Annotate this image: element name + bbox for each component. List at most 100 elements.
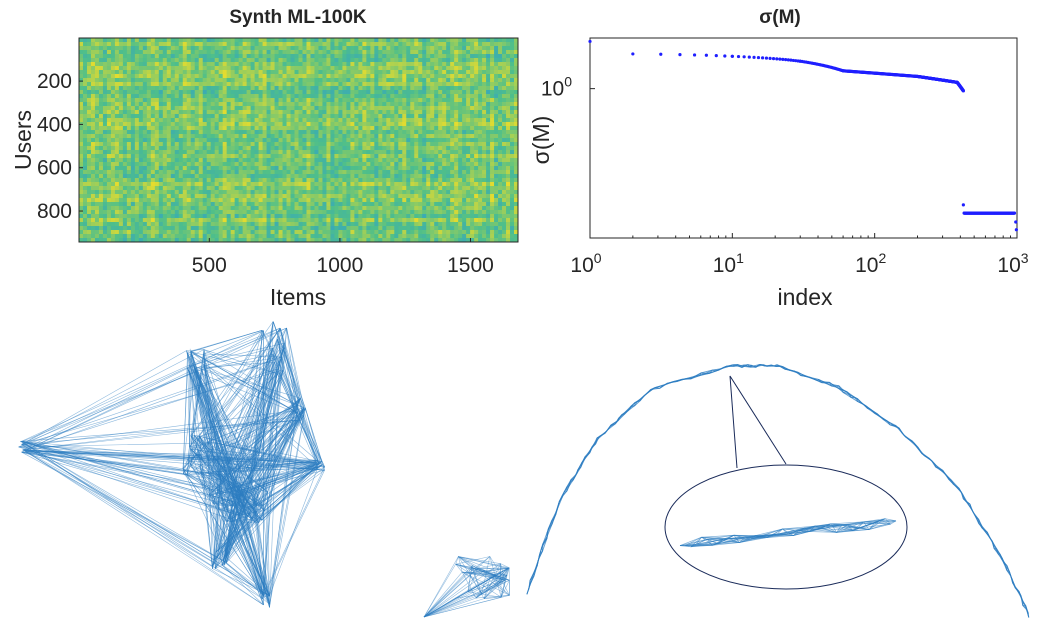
heatmap-cell: [510, 82, 515, 87]
heatmap-cell: [178, 50, 184, 55]
heatmap-cell: [338, 70, 343, 75]
heatmap-cell: [366, 134, 371, 139]
heatmap-cell: [414, 102, 419, 107]
heatmap-cell: [234, 38, 240, 43]
heatmap-cell: [114, 94, 120, 99]
heatmap-cell: [258, 178, 263, 183]
heatmap-cell: [222, 206, 228, 211]
heatmap-cell: [338, 106, 343, 111]
heatmap-cell: [354, 118, 359, 123]
heatmap-cell: [322, 86, 327, 91]
heatmap-cell: [382, 54, 387, 59]
heatmap-cell: [214, 182, 220, 187]
heatmap-cell: [358, 150, 363, 155]
heatmap-cell: [234, 174, 240, 179]
heatmap-cell: [118, 78, 124, 83]
heatmap-cell: [234, 62, 240, 67]
heatmap-cell: [414, 194, 419, 199]
heatmap-cell: [150, 170, 156, 175]
heatmap-cell: [374, 162, 379, 167]
heatmap-cell: [502, 158, 507, 163]
heatmap-cell: [314, 146, 319, 151]
heatmap-cell: [310, 118, 315, 123]
heatmap-cell: [222, 106, 228, 111]
heatmap-cell: [474, 70, 479, 75]
heatmap-cell: [498, 158, 503, 163]
heatmap-cell: [186, 214, 192, 219]
heatmap-cell: [150, 166, 156, 171]
heatmap-cell: [478, 38, 483, 43]
heatmap-cell: [79, 74, 84, 79]
heatmap-cell: [278, 166, 283, 171]
heatmap-cell: [90, 122, 96, 127]
heatmap-cell: [174, 42, 180, 47]
heatmap-cell: [474, 146, 479, 151]
heatmap-cell: [182, 158, 188, 163]
heatmap-cell: [206, 202, 212, 207]
heatmap-cell: [254, 62, 259, 67]
heatmap-cell: [486, 54, 491, 59]
heatmap-cell: [418, 138, 423, 143]
heatmap-cell: [494, 114, 499, 119]
heatmap-cell: [510, 66, 515, 71]
heatmap-cell: [274, 38, 279, 43]
heatmap-cell: [366, 98, 371, 103]
heatmap-cell: [122, 126, 128, 131]
heatmap-cell: [114, 138, 120, 143]
heatmap-cell: [254, 154, 259, 159]
heatmap-cell: [138, 138, 144, 143]
heatmap-cell: [266, 110, 271, 115]
heatmap-cell: [326, 38, 331, 43]
heatmap-cell: [514, 62, 519, 67]
heatmap-cell: [282, 122, 287, 127]
heatmap-cell: [446, 214, 451, 219]
heatmap-cell: [182, 138, 188, 143]
heatmap-cell: [306, 90, 311, 95]
heatmap-cell: [90, 214, 96, 219]
heatmap-cell: [478, 58, 483, 63]
heatmap-cell: [270, 186, 275, 191]
heatmap-cell: [470, 106, 475, 111]
heatmap-cell: [142, 186, 148, 191]
heatmap-cell: [350, 82, 355, 87]
heatmap-cell: [310, 58, 315, 63]
heatmap-cell: [258, 94, 263, 99]
heatmap-cell: [174, 210, 180, 215]
heatmap-cell: [514, 158, 519, 163]
heatmap-cell: [238, 178, 244, 183]
heatmap-cell: [106, 98, 112, 103]
heatmap-cell: [426, 166, 431, 171]
heatmap-cell: [334, 110, 339, 115]
heatmap-cell: [386, 110, 391, 115]
heatmap-cell: [390, 42, 395, 47]
heatmap-cell: [262, 134, 267, 139]
heatmap-cell: [106, 122, 112, 127]
heatmap-cell: [90, 38, 96, 43]
heatmap-cell: [158, 202, 164, 207]
heatmap-cell: [502, 126, 507, 131]
heatmap-cell: [190, 86, 196, 91]
heatmap-cell: [406, 206, 411, 211]
heatmap-cell: [330, 138, 335, 143]
heatmap-cell: [494, 86, 499, 91]
heatmap-cell: [458, 58, 463, 63]
heatmap-cell: [498, 206, 503, 211]
heatmap-cell: [426, 134, 431, 139]
heatmap-cell: [426, 138, 431, 143]
heatmap-cell: [330, 166, 335, 171]
heatmap-cell: [114, 162, 120, 167]
heatmap-cell: [438, 114, 443, 119]
heatmap-cell: [338, 42, 343, 47]
heatmap-cell: [310, 166, 315, 171]
heatmap-cell: [154, 122, 160, 127]
heatmap-cell: [414, 174, 419, 179]
heatmap-cell: [318, 214, 323, 219]
heatmap-cell: [386, 74, 391, 79]
heatmap-cell: [318, 54, 323, 59]
heatmap-cell: [494, 106, 499, 111]
heatmap-cell: [402, 162, 407, 167]
heatmap-cell: [250, 154, 255, 159]
heatmap-cell: [474, 150, 479, 155]
heatmap-cell: [94, 174, 100, 179]
heatmap-cell: [454, 118, 459, 123]
